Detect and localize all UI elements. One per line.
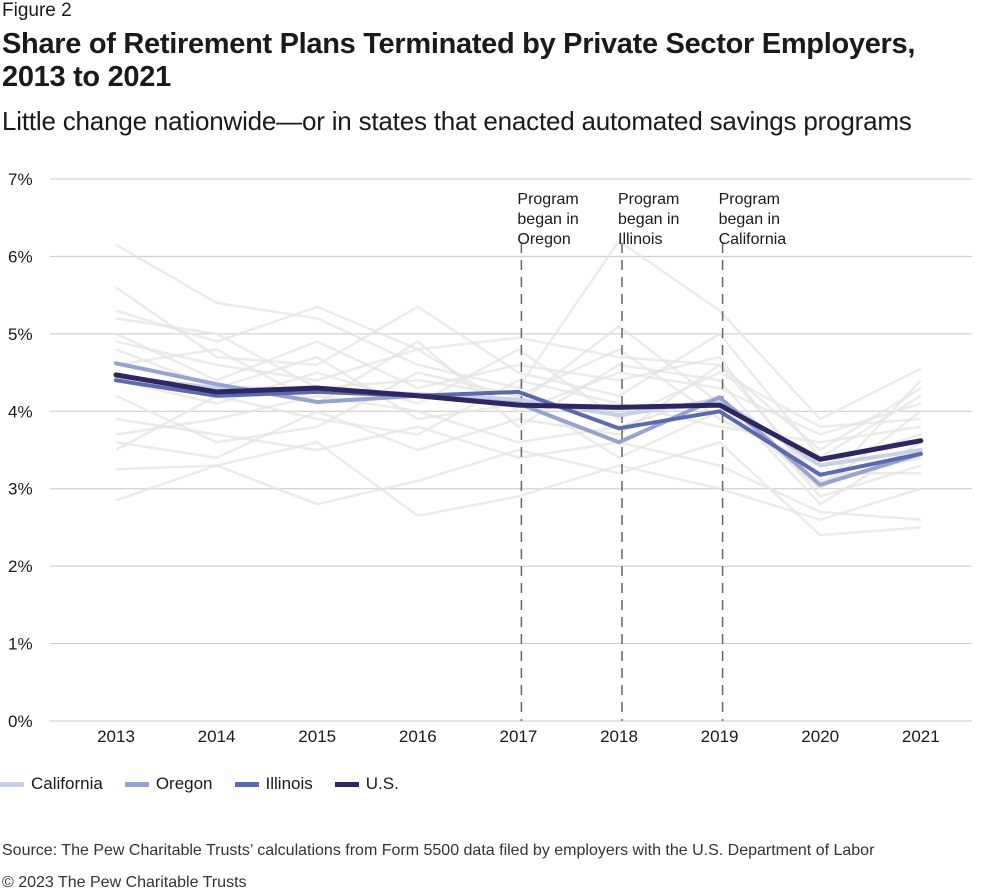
annotation-text: Oregon — [517, 231, 570, 248]
legend-swatch — [124, 781, 149, 787]
y-tick-label: 1% — [8, 635, 33, 654]
legend-swatch — [334, 781, 359, 787]
source-note: Source: The Pew Charitable Trusts’ calcu… — [2, 842, 875, 859]
state-line — [115, 394, 922, 506]
grid-lines — [50, 178, 972, 722]
annotation-text: began in — [719, 211, 780, 228]
legend-label: Illinois — [265, 774, 313, 793]
legend-swatch — [234, 781, 259, 787]
legend-item: California — [0, 774, 103, 794]
legend-swatch — [0, 781, 24, 787]
chart-title: Share of Retirement Plans Terminated by … — [2, 28, 916, 93]
x-tick-label: 2019 — [701, 727, 739, 746]
y-tick-label: 3% — [8, 480, 33, 499]
x-tick-label: 2018 — [600, 727, 638, 746]
y-tick-label: 6% — [8, 247, 33, 266]
state-line — [115, 379, 921, 452]
state-line — [115, 441, 922, 521]
x-tick-label: 2015 — [298, 727, 336, 746]
annotation-text: began in — [517, 211, 578, 228]
annotation-text: began in — [618, 211, 679, 228]
legend-item: U.S. — [334, 774, 399, 794]
annotation-text: Illinois — [618, 231, 662, 248]
y-tick-label: 0% — [8, 712, 33, 731]
x-tick-label: 2014 — [198, 727, 236, 746]
annotation-text: Program — [618, 191, 679, 208]
state-line — [115, 340, 922, 436]
state-line — [115, 305, 922, 452]
highlighted-series — [113, 361, 924, 487]
y-tick-label: 7% — [8, 170, 33, 189]
x-tick-label: 2017 — [499, 727, 537, 746]
x-tick-label: 2013 — [97, 727, 135, 746]
annotation-text: California — [719, 231, 787, 248]
annotation-text: Program — [517, 191, 578, 208]
y-tick-label: 4% — [8, 402, 33, 421]
line-chart: Program began in Oregon Program began in Illi… — [8, 170, 972, 746]
x-tick-label: 2020 — [801, 727, 839, 746]
legend: California Oregon Illinois U.S. — [0, 774, 421, 794]
x-tick-label: 2016 — [399, 727, 437, 746]
series-line-illinois — [114, 378, 923, 477]
y-tick-label: 2% — [8, 557, 33, 576]
program-annotations: Program began in Oregon Program began in Illi… — [517, 191, 786, 721]
state-line — [115, 417, 921, 521]
copyright-note: © 2023 The Pew Charitable Trusts — [2, 874, 247, 891]
legend-label: California — [31, 774, 103, 793]
axis-labels: 0% 1% 2% 3% 4% 5% 6% 7% 2013 2014 2015 2016 2017 2018… — [8, 170, 940, 746]
series-line-us — [113, 372, 924, 462]
figure-label: Figure 2 — [2, 0, 72, 21]
state-line — [115, 286, 922, 459]
annotation-text: Program — [719, 191, 780, 208]
legend-item: Illinois — [234, 774, 313, 794]
chart-subtitle: Little change nationwide—or in states th… — [2, 106, 912, 136]
legend-label: U.S. — [365, 774, 399, 793]
y-tick-label: 5% — [8, 325, 33, 344]
state-line — [115, 441, 921, 537]
legend-label: Oregon — [155, 774, 213, 793]
state-line — [115, 239, 922, 421]
state-line — [115, 317, 922, 467]
x-tick-label: 2021 — [902, 727, 940, 746]
legend-item: Oregon — [124, 774, 213, 794]
